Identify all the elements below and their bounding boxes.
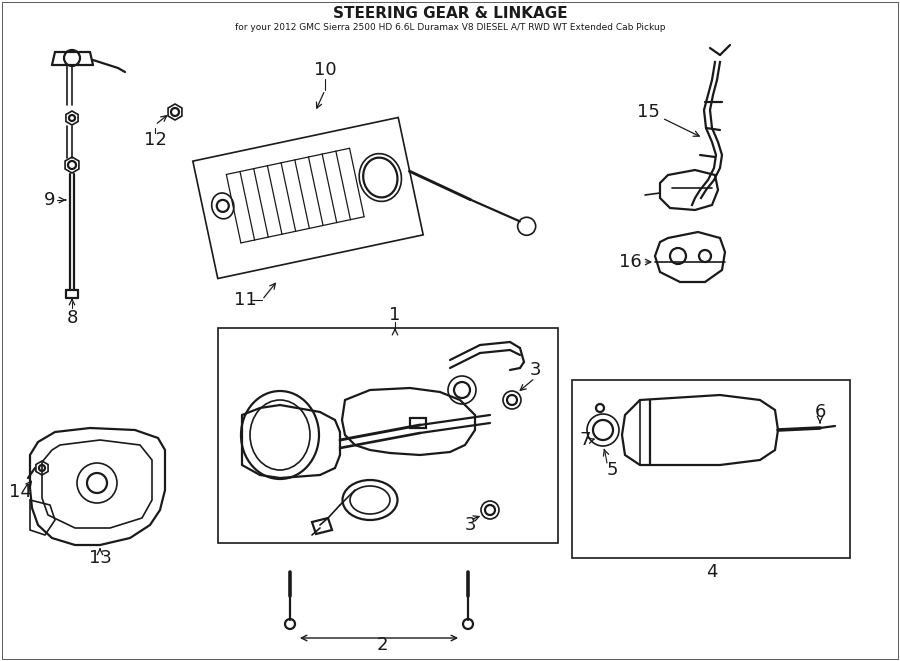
- Text: 13: 13: [88, 549, 112, 567]
- Text: 6: 6: [814, 403, 825, 421]
- Text: 12: 12: [144, 131, 166, 149]
- Text: 14: 14: [9, 483, 32, 501]
- Text: STEERING GEAR & LINKAGE: STEERING GEAR & LINKAGE: [333, 7, 567, 22]
- Text: 8: 8: [67, 309, 77, 327]
- Text: 15: 15: [636, 103, 660, 121]
- Bar: [572, 380, 850, 558]
- Text: 5: 5: [607, 461, 617, 479]
- Bar: [218, 328, 558, 543]
- Text: 3: 3: [464, 516, 476, 534]
- Text: 7: 7: [580, 431, 590, 449]
- Text: 11: 11: [234, 291, 256, 309]
- Text: 16: 16: [618, 253, 642, 271]
- Text: 4: 4: [706, 563, 718, 581]
- Text: 2: 2: [376, 636, 388, 654]
- Bar: [410, 418, 426, 428]
- Text: 1: 1: [390, 306, 400, 324]
- Text: 10: 10: [314, 61, 337, 79]
- Text: 9: 9: [44, 191, 56, 209]
- Text: 3: 3: [529, 361, 541, 379]
- Text: for your 2012 GMC Sierra 2500 HD 6.6L Duramax V8 DIESEL A/T RWD WT Extended Cab : for your 2012 GMC Sierra 2500 HD 6.6L Du…: [235, 22, 665, 32]
